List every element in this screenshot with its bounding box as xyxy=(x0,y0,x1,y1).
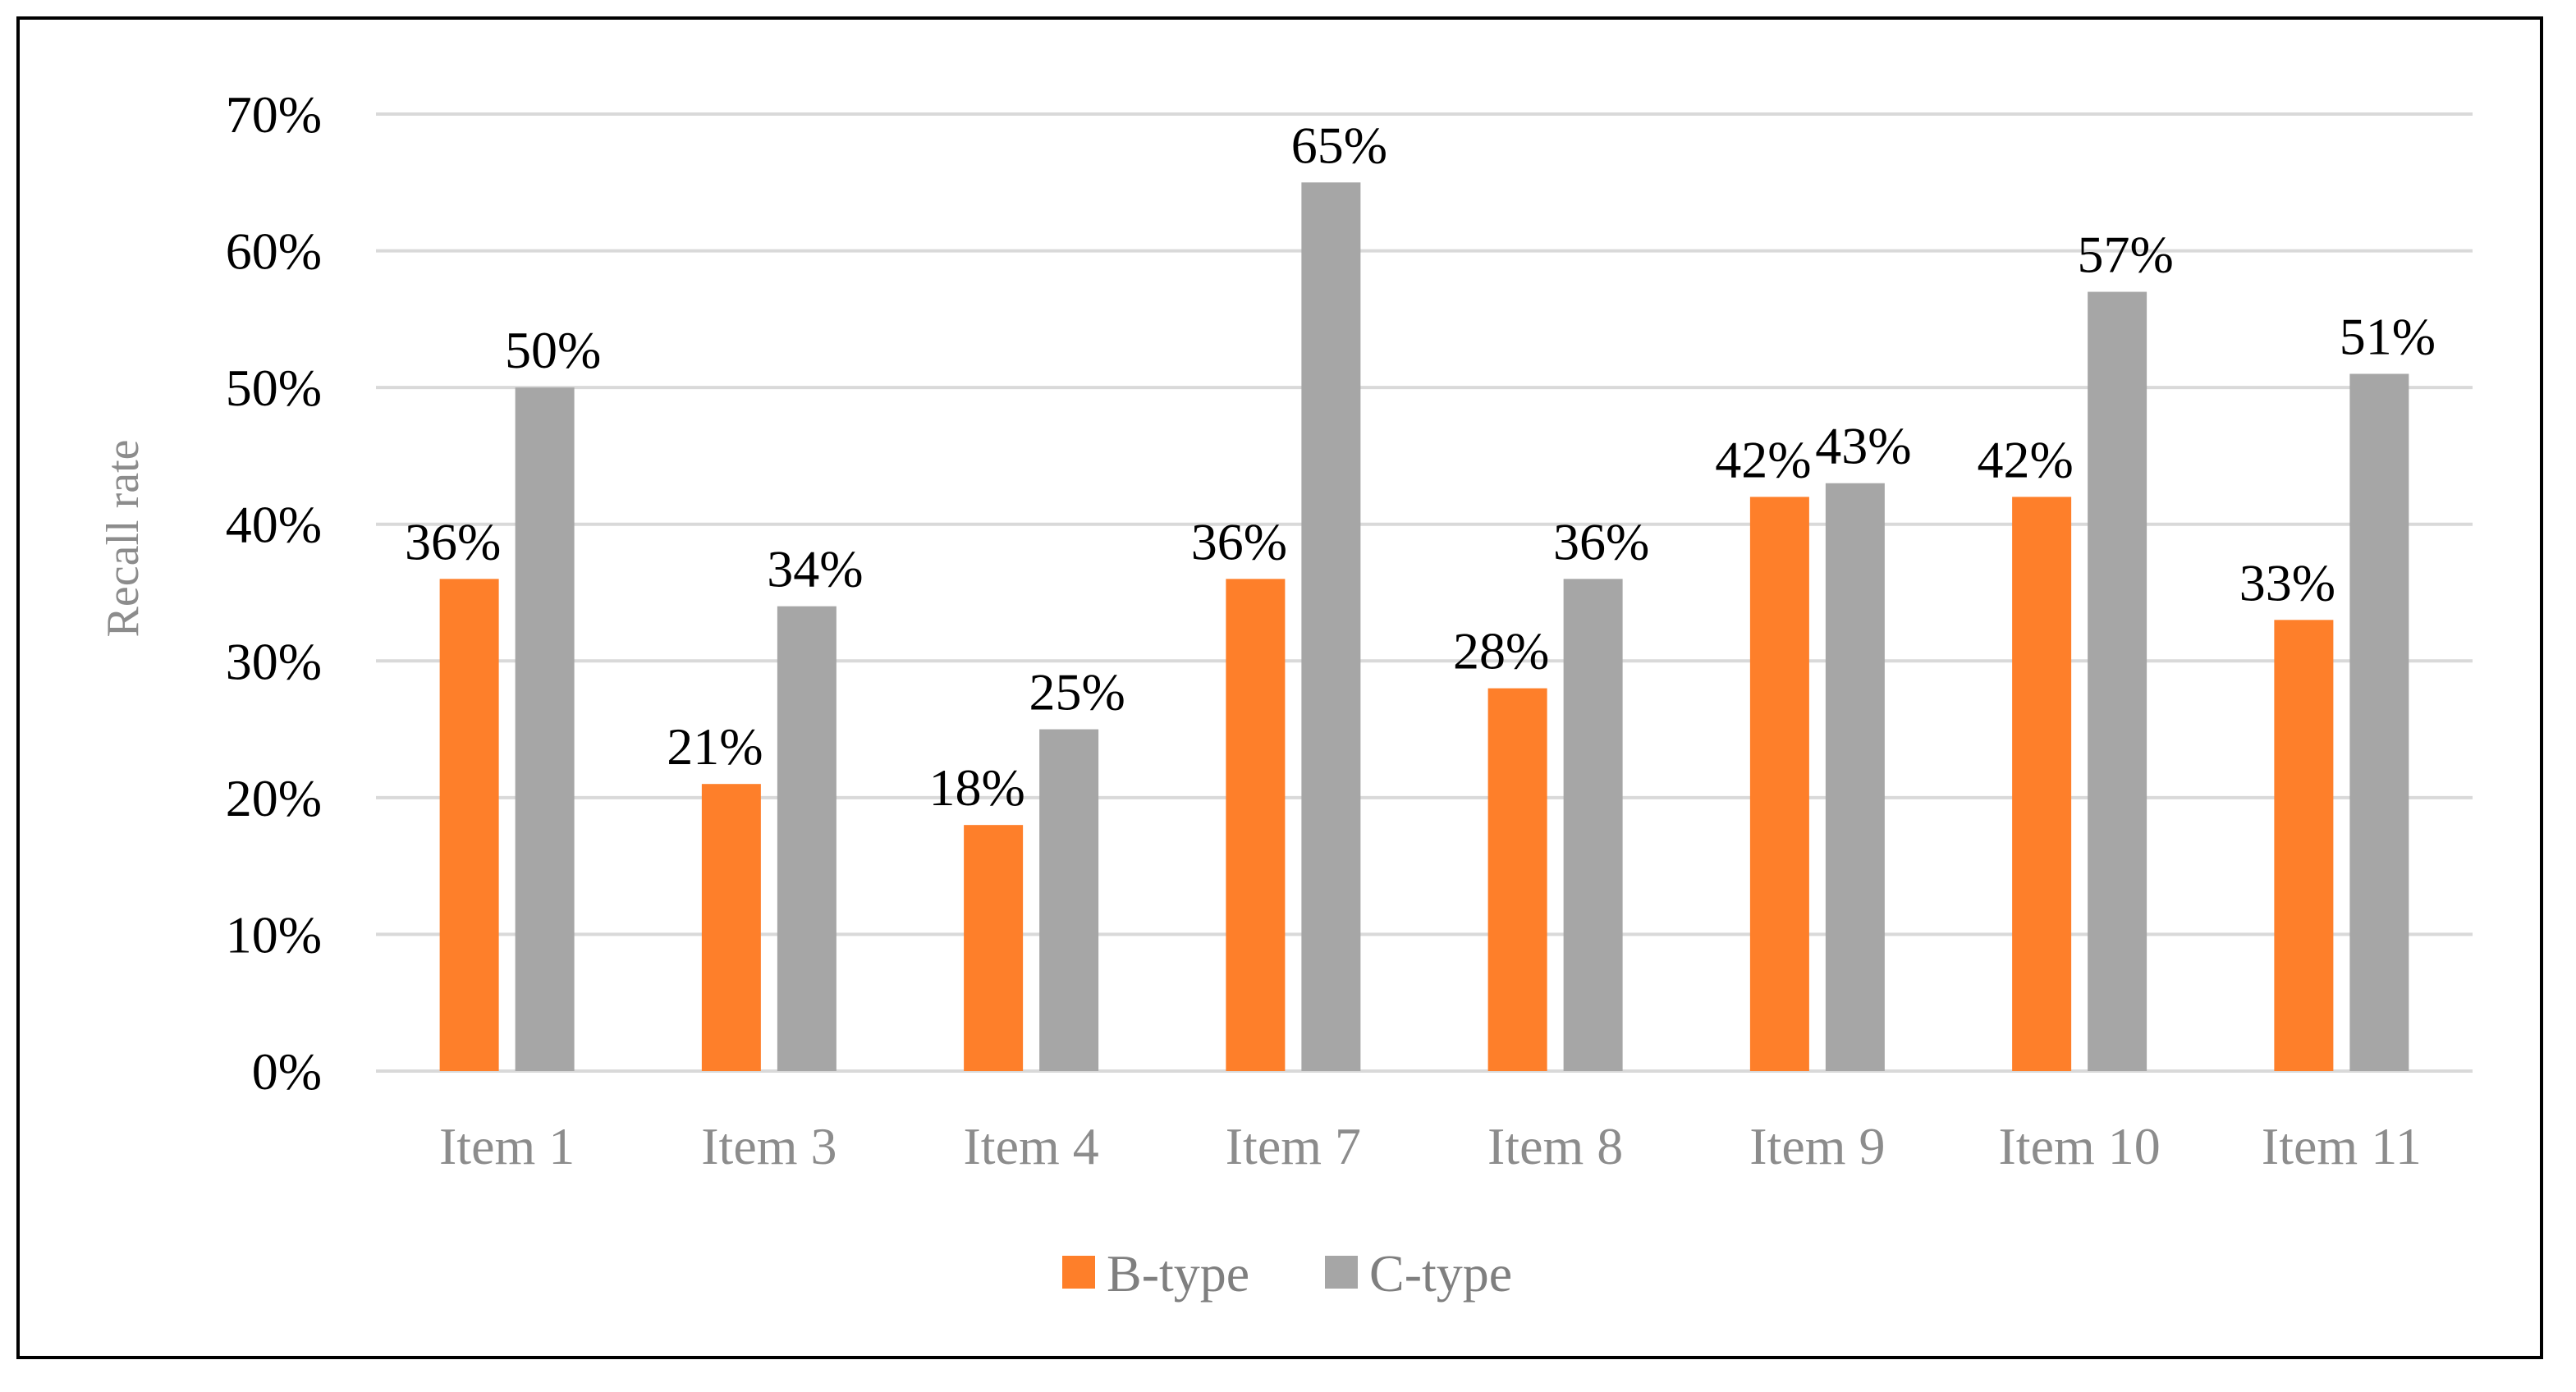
y-tick-label: 20% xyxy=(226,769,322,827)
y-tick-label: 10% xyxy=(226,905,322,964)
data-labels: 36%50%21%34%18%25%36%65%28%36%42% 43% 42%5… xyxy=(405,116,2436,817)
data-label: 18% xyxy=(928,758,1024,817)
legend-swatch-c-type xyxy=(1325,1256,1358,1289)
data-label: 33% xyxy=(2239,553,2335,611)
data-label: 65% xyxy=(1291,116,1387,174)
x-category-label: Item 3 xyxy=(701,1117,837,1175)
y-tick-label: 30% xyxy=(226,632,322,690)
bar-c-type-item-1 xyxy=(515,387,575,1072)
x-category-label: Item 10 xyxy=(1998,1117,2160,1175)
data-label: 51% xyxy=(2340,307,2436,365)
y-axis-label: Recall rate xyxy=(98,440,149,638)
data-label: 36% xyxy=(405,512,501,570)
data-label: 43% xyxy=(1815,417,1911,475)
y-axis-ticks: 0% 10% 20% 30% 40% 50% 60% 70% xyxy=(226,85,322,1101)
bar-b-type-item-7 xyxy=(1226,579,1286,1071)
bar-b-type-item-11 xyxy=(2274,620,2334,1071)
bar-b-type-item-8 xyxy=(1487,688,1547,1071)
y-tick-label: 40% xyxy=(226,496,322,554)
data-label: 28% xyxy=(1453,622,1549,680)
bar-b-type-item-3 xyxy=(701,784,761,1071)
legend-swatch-b-type xyxy=(1062,1256,1095,1289)
bar-b-type-item-1 xyxy=(439,579,499,1071)
bar-c-type-item-4 xyxy=(1039,729,1099,1071)
bar-c-type-item-11 xyxy=(2349,373,2409,1071)
legend: B-type C-type xyxy=(1062,1244,1512,1303)
bar-b-type-item-10 xyxy=(2012,497,2072,1071)
bar-b-type-item-9 xyxy=(1749,497,1809,1071)
data-label: 34% xyxy=(767,540,863,598)
data-label: 21% xyxy=(667,717,763,776)
x-category-label: Item 11 xyxy=(2262,1117,2422,1175)
chart-frame xyxy=(16,16,2543,1359)
x-axis-categories: Item 1 Item 3 Item 4 Item 7 Item 8 Item 9 Item… xyxy=(439,1117,2422,1175)
y-tick-label: 70% xyxy=(226,85,322,144)
x-category-label: Item 9 xyxy=(1749,1117,1885,1175)
y-tick-label: 60% xyxy=(226,222,322,281)
data-label: 50% xyxy=(505,321,601,379)
y-tick-label: 50% xyxy=(226,359,322,417)
legend-label-c-type: C-type xyxy=(1369,1244,1512,1303)
bar-c-type-item-9 xyxy=(1825,483,1885,1071)
x-category-label: Item 7 xyxy=(1226,1117,1361,1175)
legend-label-b-type: B-type xyxy=(1107,1244,1249,1303)
bar-b-type-item-4 xyxy=(964,825,1024,1071)
y-tick-label: 0% xyxy=(252,1042,322,1101)
data-label: 25% xyxy=(1029,663,1125,721)
x-category-label: Item 8 xyxy=(1487,1117,1623,1175)
x-category-label: Item 1 xyxy=(439,1117,575,1175)
data-label: 36% xyxy=(1553,512,1649,570)
x-category-label: Item 4 xyxy=(963,1117,1098,1175)
bars xyxy=(439,182,2409,1072)
bar-c-type-item-10 xyxy=(2088,291,2147,1071)
bar-c-type-item-7 xyxy=(1301,182,1361,1071)
data-label: 42% xyxy=(1715,430,1811,488)
bar-c-type-item-3 xyxy=(777,606,837,1071)
data-label: 42% xyxy=(1977,430,2073,488)
data-label: 57% xyxy=(2077,226,2173,284)
bar-c-type-item-8 xyxy=(1563,579,1623,1071)
data-label: 36% xyxy=(1191,512,1287,570)
